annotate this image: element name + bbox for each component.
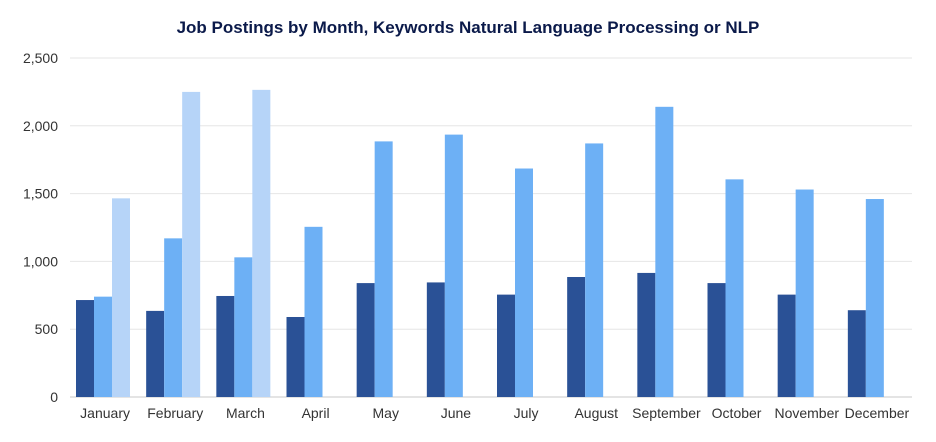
bar-august-series-2 bbox=[585, 143, 604, 397]
bar-january-series-2 bbox=[94, 296, 112, 397]
bar-may-series-1 bbox=[356, 283, 375, 397]
bar-february-series-1 bbox=[146, 310, 165, 397]
x-tick-label: March bbox=[226, 405, 265, 421]
bar-october-series-2 bbox=[725, 179, 744, 397]
bar-january-series-3 bbox=[112, 198, 130, 397]
y-tick-label: 1,500 bbox=[23, 186, 58, 202]
bar-january-series-1 bbox=[76, 300, 94, 397]
x-tick-label: August bbox=[574, 405, 618, 421]
x-tick-label: June bbox=[441, 405, 472, 421]
y-tick-label: 2,000 bbox=[23, 118, 58, 134]
y-tick-label: 1,000 bbox=[23, 253, 58, 269]
bar-february-series-3 bbox=[182, 91, 201, 398]
x-tick-label: April bbox=[302, 405, 330, 421]
x-tick-label: February bbox=[147, 405, 203, 421]
y-tick-label: 0 bbox=[50, 389, 58, 405]
x-tick-label: November bbox=[774, 405, 839, 421]
x-tick-label: January bbox=[80, 405, 130, 421]
bar-march-series-1 bbox=[216, 295, 235, 397]
x-tick-label: July bbox=[514, 405, 539, 421]
bar-september-series-2 bbox=[655, 106, 674, 397]
bar-september-series-1 bbox=[637, 272, 656, 397]
bar-december-series-1 bbox=[847, 310, 866, 397]
bar-june-series-1 bbox=[426, 282, 445, 397]
y-tick-label: 500 bbox=[35, 321, 59, 337]
bar-march-series-2 bbox=[234, 257, 253, 397]
bar-june-series-2 bbox=[444, 134, 463, 397]
bar-february-series-2 bbox=[164, 238, 183, 397]
bar-april-series-2 bbox=[304, 226, 323, 397]
bar-december-series-2 bbox=[865, 199, 884, 397]
bar-march-series-3 bbox=[252, 89, 271, 397]
bar-august-series-1 bbox=[567, 276, 586, 397]
y-tick-label: 2,500 bbox=[23, 50, 58, 66]
chart-title: Job Postings by Month, Keywords Natural … bbox=[176, 18, 760, 37]
x-tick-label: May bbox=[373, 405, 399, 421]
x-tick-label: December bbox=[845, 405, 910, 421]
bar-may-series-2 bbox=[374, 141, 393, 397]
x-tick-label: September bbox=[632, 405, 701, 421]
x-tick-label: October bbox=[712, 405, 762, 421]
bar-april-series-1 bbox=[286, 316, 305, 397]
bar-november-series-2 bbox=[795, 189, 814, 397]
bar-october-series-1 bbox=[707, 283, 726, 397]
bar-july-series-2 bbox=[515, 168, 533, 397]
bar-july-series-1 bbox=[497, 294, 515, 397]
bar-november-series-1 bbox=[777, 294, 796, 397]
